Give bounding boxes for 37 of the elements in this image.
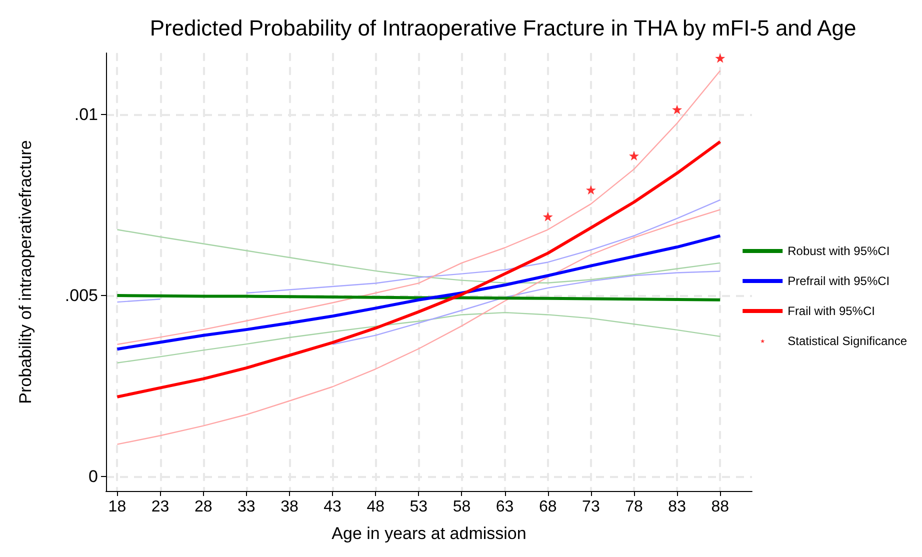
x-tick-label: 78 [625, 498, 643, 516]
line-series [116, 312, 721, 364]
x-tick-label: 88 [711, 498, 730, 516]
y-tick-label: 0 [88, 467, 98, 486]
line-series [116, 209, 721, 445]
x-tick-label: 43 [324, 498, 342, 516]
point [586, 185, 596, 195]
x-tick-label: 73 [582, 498, 600, 516]
legend-label: Prefrail with 95%CI [788, 274, 890, 288]
x-tick-label: 63 [496, 498, 514, 516]
line-series [332, 270, 721, 345]
line-series [116, 140, 722, 398]
x-tick-label: 58 [452, 498, 471, 516]
y-axis-title: Probability of intraoperativefracture [16, 140, 35, 404]
legend-label: Frail with 95%CI [788, 304, 875, 318]
x-tick-label: 38 [280, 498, 298, 516]
legend-label: Statistical Significance [788, 334, 908, 348]
line-series [116, 234, 722, 351]
x-tick-label: 28 [194, 498, 212, 516]
x-axis-title: Age in years at admission [332, 524, 526, 543]
legend-label: Robust with 95%CI [788, 244, 890, 258]
x-tick-label: 83 [668, 498, 686, 516]
point [672, 104, 682, 114]
y-tick-label: .005 [64, 286, 98, 306]
x-tick-label: 23 [151, 498, 170, 516]
x-tick-label: 68 [538, 498, 557, 516]
point [542, 212, 553, 222]
x-tick-label: 48 [366, 498, 385, 516]
x-tick-label: 33 [238, 498, 256, 516]
line-series [116, 70, 721, 345]
y-tick-label: .01 [74, 105, 98, 124]
line-series [116, 229, 721, 284]
x-tick-label: 18 [108, 498, 126, 516]
x-tick-label: 53 [410, 498, 428, 516]
chart-title: Predicted Probability of Intraoperative Fracture in THA by mFI-5 and Age [150, 16, 856, 40]
point [715, 53, 726, 63]
point [628, 151, 639, 161]
